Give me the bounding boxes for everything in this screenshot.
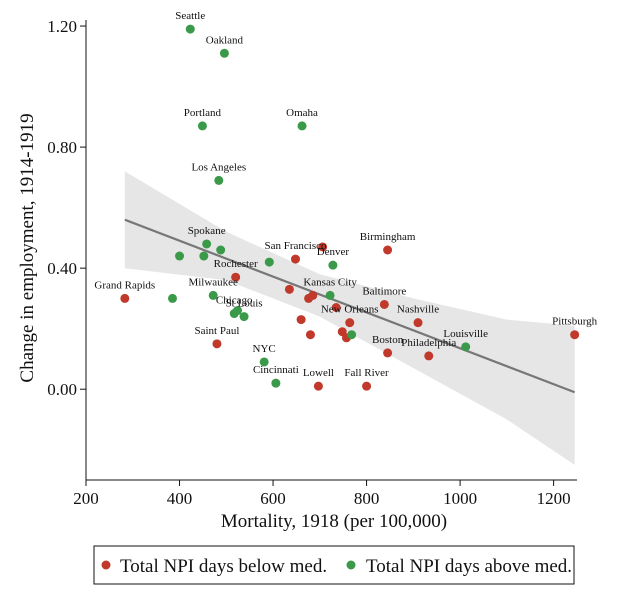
data-point-above	[214, 175, 224, 185]
data-point-below	[424, 351, 434, 361]
point-label: Spokane	[188, 225, 226, 237]
data-point-below	[296, 315, 306, 325]
point-label: Cincinnati	[253, 364, 299, 376]
point-label: Lowell	[303, 367, 334, 379]
data-point-below	[413, 318, 423, 328]
x-tick-label: 1200	[537, 489, 571, 508]
data-point-above	[208, 290, 218, 300]
data-point-above	[461, 342, 471, 352]
point-label: Milwaukee	[188, 276, 238, 288]
data-point-below	[120, 293, 130, 303]
data-point-below	[318, 242, 328, 252]
point-label: NYC	[253, 343, 276, 355]
point-label: San Francisco	[264, 240, 327, 252]
legend-marker-below	[101, 560, 111, 570]
data-point-below	[284, 284, 294, 294]
data-point-above	[264, 257, 274, 267]
legend-label-below: Total NPI days below med.	[120, 556, 327, 577]
confidence-band	[124, 171, 575, 465]
y-tick-label: 1.20	[47, 17, 77, 36]
x-tick-label: 400	[167, 489, 193, 508]
point-label: Grand Rapids	[94, 279, 155, 291]
y-tick-label: 0.40	[47, 259, 77, 278]
confidence-band-layer	[124, 171, 575, 465]
point-label: Pittsburgh	[552, 316, 598, 328]
data-point-above	[199, 251, 209, 261]
x-axis-title: Mortality, 1918 (per 100,000)	[221, 511, 447, 532]
point-label: Omaha	[286, 107, 318, 119]
data-point-above	[175, 251, 185, 261]
data-point-above	[202, 239, 212, 249]
data-point-above	[328, 260, 338, 270]
point-label: Baltimore	[362, 285, 406, 297]
x-tick-label: 800	[354, 489, 380, 508]
point-label: Portland	[184, 107, 222, 119]
y-axis-title: Change in employment, 1914-1919	[17, 113, 38, 382]
point-label: Chicago	[216, 295, 253, 307]
data-point-above	[185, 24, 195, 34]
data-point-above	[347, 330, 357, 340]
data-point-below	[362, 381, 372, 391]
point-label: Oakland	[206, 34, 244, 46]
data-point-below	[345, 318, 355, 328]
data-point-below	[331, 303, 341, 312]
data-point-above	[271, 378, 281, 388]
y-tick-label: 0.80	[47, 138, 77, 157]
data-point-below	[570, 330, 580, 340]
point-label: Nashville	[397, 304, 439, 316]
axes-layer: 200 400 600 800 1000 1200 0.00 0.40 0.80 1.20	[47, 17, 577, 508]
point-label: Fall River	[344, 367, 389, 379]
point-label: Denver	[317, 246, 350, 258]
point-label: Los Angeles	[191, 161, 246, 173]
point-label: Rochester	[214, 258, 258, 270]
point-label: Seattle	[175, 10, 205, 22]
data-point-below	[383, 245, 393, 255]
point-label: Birmingham	[360, 231, 416, 243]
fit-line-layer	[124, 218, 576, 394]
data-point-above	[168, 293, 178, 303]
data-point-above	[325, 290, 335, 300]
data-point-above	[233, 306, 243, 316]
legend-box	[93, 545, 575, 585]
data-point-below	[231, 272, 241, 282]
legend: Total NPI days below med. Total NPI days…	[93, 545, 575, 585]
point-label: Kansas City	[303, 276, 357, 288]
data-point-above	[297, 121, 307, 131]
data-point-below	[313, 381, 323, 391]
data-point-above	[259, 357, 269, 367]
y-tick-label: 0.00	[47, 380, 77, 399]
data-point-above	[197, 121, 207, 131]
data-point-below	[212, 339, 222, 349]
data-point-below	[308, 290, 318, 300]
point-label: Louisville	[443, 328, 488, 340]
data-point-above	[219, 48, 229, 58]
fit-line	[124, 218, 576, 394]
data-point-below	[305, 330, 315, 340]
point-label: New Orleans	[321, 304, 379, 316]
point-label: Philadelphia	[401, 337, 456, 349]
point-label: Saint Paul	[194, 325, 239, 337]
data-point-above	[239, 312, 249, 322]
point-label: Boston	[372, 334, 404, 346]
data-point-above	[216, 245, 226, 255]
data-point-below	[379, 299, 389, 309]
x-tick-label: 1000	[443, 489, 477, 508]
legend-label-above: Total NPI days above med.	[366, 556, 572, 577]
x-tick-label: 600	[260, 489, 286, 508]
legend-marker-above	[346, 560, 356, 570]
points-layer	[120, 24, 580, 391]
data-point-below	[290, 254, 300, 264]
data-point-below	[383, 348, 393, 358]
point-label: St Louis	[226, 298, 263, 310]
x-tick-label: 200	[73, 489, 99, 508]
